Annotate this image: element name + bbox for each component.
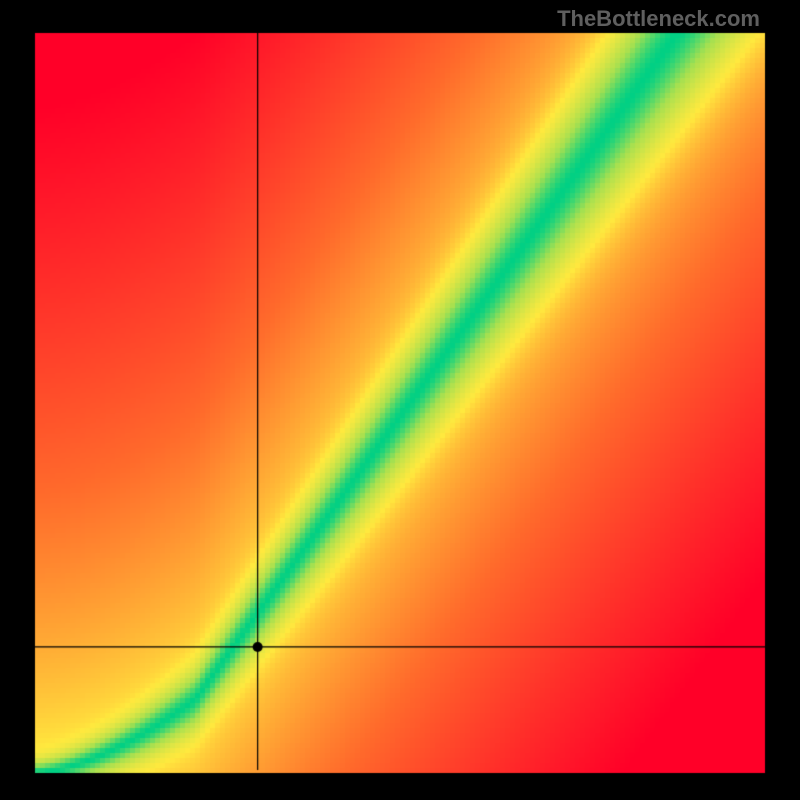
watermark-text: TheBottleneck.com: [557, 6, 760, 32]
bottleneck-heatmap: [0, 0, 800, 800]
root-container: TheBottleneck.com: [0, 0, 800, 800]
